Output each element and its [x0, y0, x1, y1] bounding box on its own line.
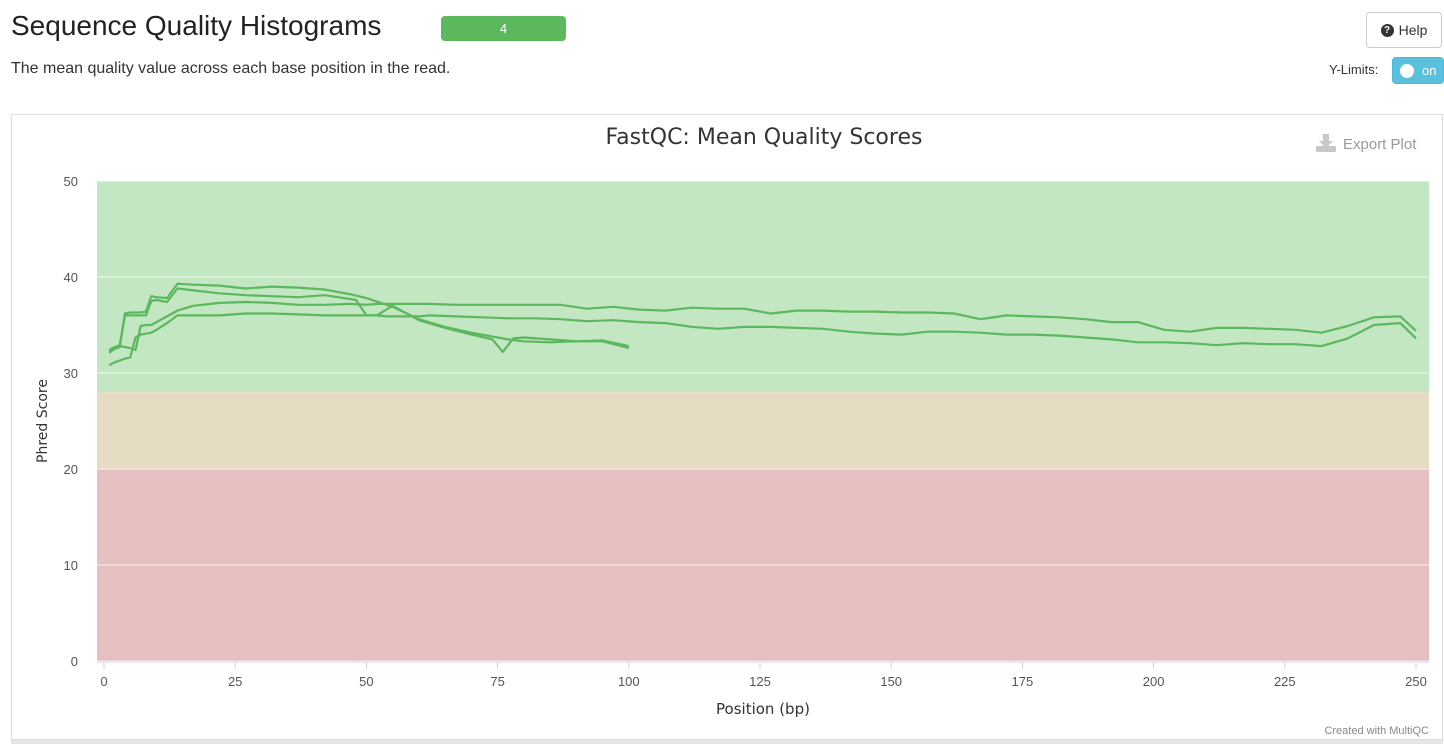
help-button[interactable]: ? Help: [1366, 12, 1442, 48]
y-tick-label: 50: [64, 174, 78, 189]
x-tick-label: 100: [618, 674, 640, 689]
x-tick-label: 225: [1274, 674, 1296, 689]
band-warn: [97, 392, 1429, 469]
section-description: The mean quality value across each base …: [11, 60, 451, 77]
y-tick-label: 0: [71, 654, 78, 669]
download-icon: [1316, 134, 1336, 152]
x-tick-label: 75: [490, 674, 504, 689]
x-tick-label: 25: [228, 674, 242, 689]
y-limits-label: Y-Limits:: [1329, 62, 1379, 77]
band-good: [97, 181, 1429, 393]
y-tick-label: 10: [64, 558, 78, 573]
x-tick-label: 250: [1405, 674, 1427, 689]
page-title: Sequence Quality Histograms: [11, 10, 382, 41]
x-tick-label: 125: [749, 674, 771, 689]
export-plot-label: Export Plot: [1343, 136, 1417, 153]
help-button-label: Help: [1398, 22, 1428, 38]
x-tick-label: 0: [100, 674, 107, 689]
y-tick-label: 20: [64, 462, 78, 477]
multiqc-credit: Created with MultiQC: [1324, 725, 1429, 737]
toggle-knob: [1400, 63, 1414, 78]
x-tick-label: 150: [880, 674, 902, 689]
series-line-4[interactable]: [108, 287, 630, 353]
series-line-2[interactable]: [108, 312, 1417, 367]
y-tick-label: 30: [64, 366, 78, 381]
sample-count-badge: 4: [441, 16, 566, 41]
y-tick-label: 40: [64, 270, 78, 285]
y-limits-toggle-label: on: [1422, 63, 1437, 78]
series-line-1[interactable]: [108, 300, 1417, 353]
question-circle-icon: ?: [1380, 23, 1394, 37]
y-axis-label: Phred Score: [35, 379, 51, 463]
x-axis-label: Position (bp): [716, 700, 810, 718]
x-tick-label: 175: [1012, 674, 1034, 689]
x-tick-label: 50: [359, 674, 373, 689]
chart-title: FastQC: Mean Quality Scores: [606, 125, 923, 150]
y-limits-toggle[interactable]: on: [1392, 57, 1444, 84]
series-line-3[interactable]: [108, 282, 630, 354]
export-plot-button[interactable]: Export Plot: [1316, 134, 1417, 153]
x-tick-label: 200: [1143, 674, 1165, 689]
plot-resize-handle[interactable]: [11, 740, 1443, 744]
